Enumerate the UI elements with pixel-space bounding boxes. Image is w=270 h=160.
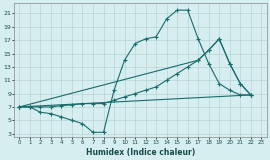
X-axis label: Humidex (Indice chaleur): Humidex (Indice chaleur) <box>86 148 195 156</box>
